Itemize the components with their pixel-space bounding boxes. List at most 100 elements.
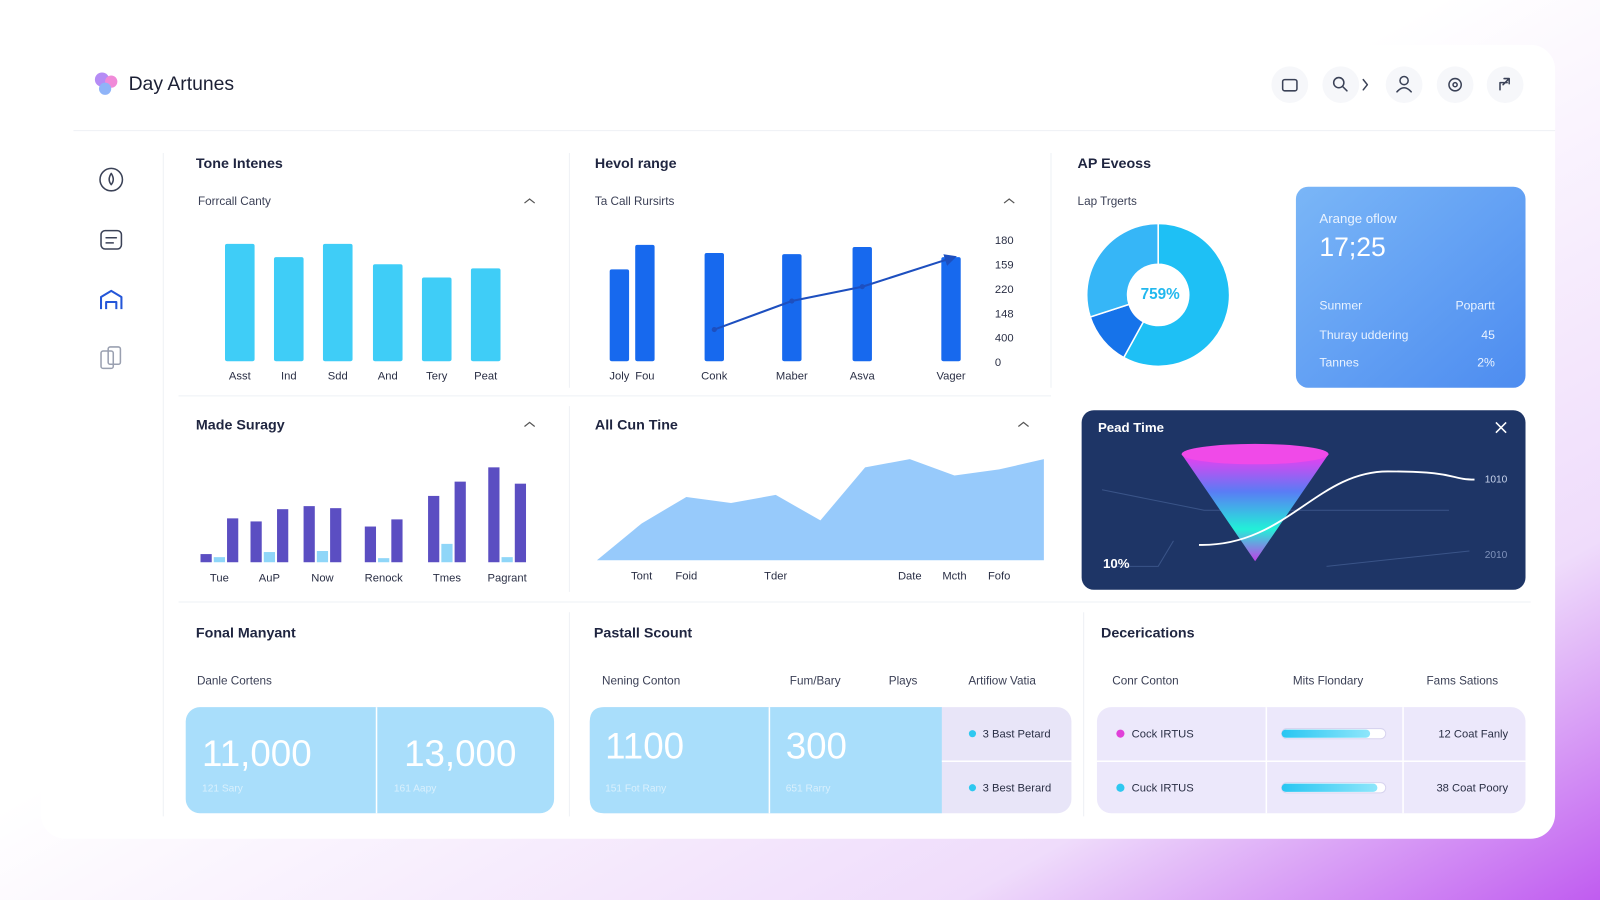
decer-rows: Cock IRTUS 12 Coat Fanly Cuck IRTUS 38 Coat… [1116,728,1509,795]
feature-row-value: 2% [1477,355,1495,369]
x-tick-label: Date [898,570,922,582]
column-header: Mits Flondary [1293,675,1363,688]
dark-card-title: Pead Time [1098,420,1164,435]
x-tick-label: Pagrant [487,573,527,585]
axis-label: 220 [995,284,1014,296]
x-tick-label: Tue [210,573,229,585]
feature-row-label: Sunmer [1319,298,1362,312]
bar [501,557,513,563]
row-name: Cock IRTUS [1132,729,1194,741]
dark-card-label: 10% [1103,556,1130,571]
panel-title: AP Eveoss [1078,156,1152,172]
bar [514,483,527,563]
bar [213,557,225,563]
x-tick-label: Asst [229,370,252,382]
search-button[interactable] [1322,66,1360,104]
separators [178,153,1531,817]
x-tick-label: Vager [936,370,965,382]
bar [330,508,342,563]
brand: Day Artunes [129,73,235,95]
sidebar [99,167,124,370]
panel-title: Made Suragy [196,417,285,433]
settings-button[interactable] [1436,66,1474,104]
summary-tiles [185,707,555,814]
bar [635,244,655,362]
dark-card [1081,410,1526,590]
bar [428,495,440,563]
bar [488,467,500,563]
nav-docs[interactable] [100,346,122,370]
scount-tiles [589,707,942,814]
collapse-button[interactable] [524,421,536,428]
close-button[interactable] [1495,421,1507,434]
nav-store[interactable] [100,289,123,310]
collapse-button[interactable] [524,198,536,204]
dark-card-label: 2010 [1485,550,1508,561]
feature-row-value: Popartt [1455,298,1495,312]
inbox-button[interactable] [1271,66,1309,104]
panel-title: Pastall Scount [594,625,693,641]
line-series [713,254,957,331]
x-tick-label: And [378,370,398,382]
x-tick-label: AuP [259,573,280,585]
x-tick-label: Mcth [942,570,966,582]
item-dot [968,730,977,738]
bar [322,243,353,362]
nav-home[interactable] [99,167,124,192]
x-tick-label: Foid [675,570,697,582]
share-button[interactable] [1486,66,1524,104]
donut-slice [1086,222,1159,318]
collapse-button[interactable] [1017,421,1029,428]
x-tick-label: Ind [281,370,297,382]
bar [227,518,239,563]
feature-row-label: Thuray uddering [1319,328,1408,342]
donut-slice [1122,222,1231,368]
chevron [1362,78,1369,91]
logo [94,72,118,95]
panel-title: Hevol range [595,156,677,172]
bar [421,277,452,362]
tile-value: 11,000 [202,733,312,774]
bar [277,509,289,563]
tile-caption: 161 Aapy [394,783,437,794]
list-item: 3 Best Berard [983,783,1052,795]
area-series [596,459,1044,561]
x-tick-label: Tder [764,570,787,582]
tile-caption: 651 Rarry [786,783,832,794]
line-point [859,284,865,290]
nav-messages[interactable] [100,229,123,250]
progress-bar [1281,729,1371,738]
bar [225,243,255,362]
line-point [789,298,795,304]
panel-subtitle: Lap Trgerts [1078,195,1137,208]
dark-card-guides [1101,489,1470,567]
column-header: Fum/Bary [790,675,841,688]
progress-bar [1281,783,1378,792]
x-tick-label: Tmes [433,573,461,585]
row-note: 12 Coat Fanly [1438,729,1508,741]
axis-label: 180 [995,235,1014,247]
bar [316,551,329,563]
x-tick-label: Tont [631,570,653,582]
collapse-button[interactable] [1003,198,1015,204]
dark-card-label: 1010 [1485,474,1508,485]
axis-label: 159 [995,259,1014,271]
panel-title: All Cun Tine [595,417,678,433]
bar [378,558,390,563]
donut-center-label: 759% [1141,286,1181,303]
bar [454,481,466,563]
feature-title: Arange oflow [1319,211,1397,226]
bar [470,268,501,362]
x-tick-label: Fou [635,370,654,382]
x-tick-label: Asva [850,370,876,382]
column-header: Danle Cortens [197,675,272,688]
donut [1086,222,1231,368]
profile-button[interactable] [1385,66,1423,104]
bar [782,254,802,362]
bar [364,526,377,563]
axis-label: 148 [995,308,1014,320]
bar [941,257,961,362]
x-tick-label: Fofo [988,570,1010,582]
